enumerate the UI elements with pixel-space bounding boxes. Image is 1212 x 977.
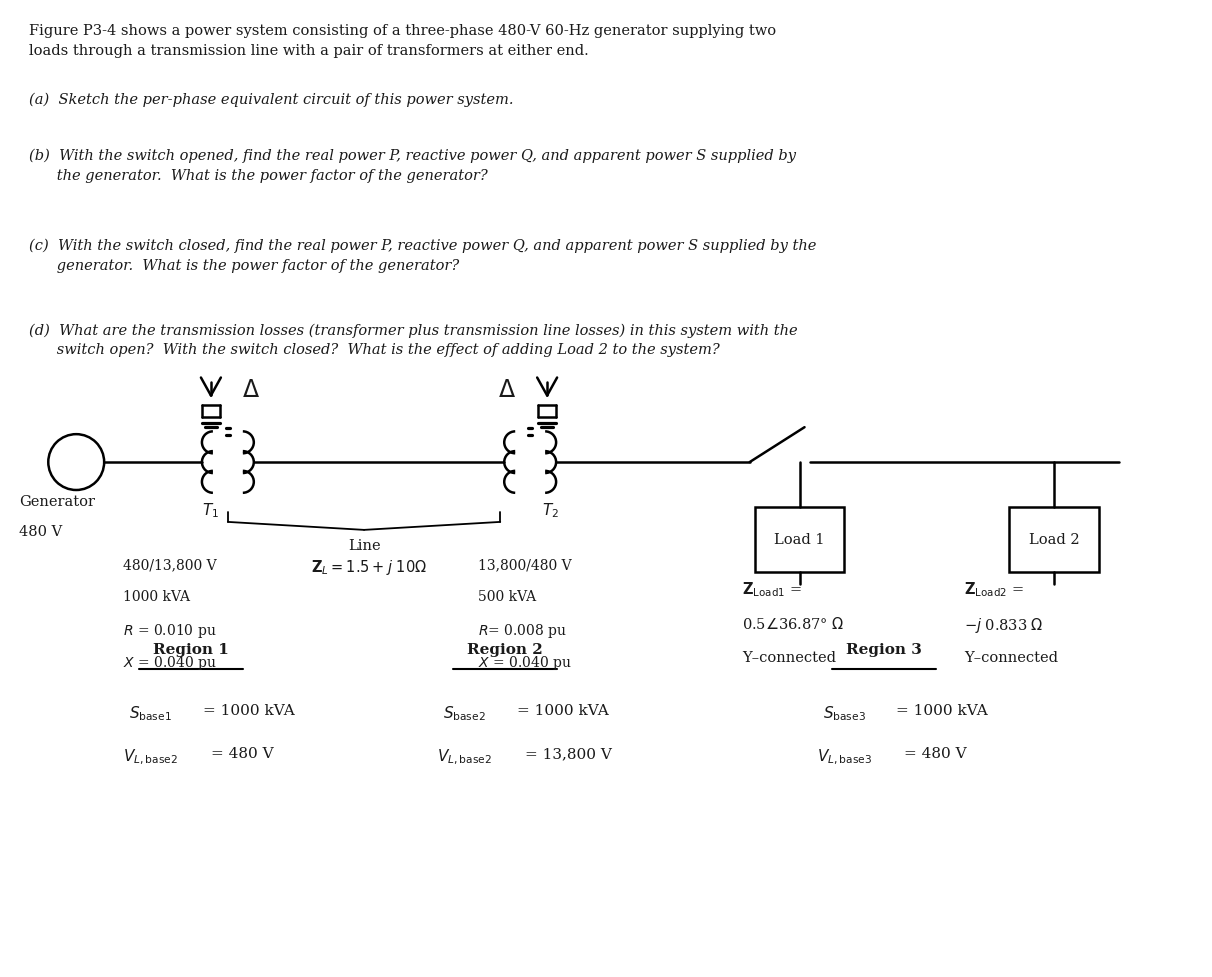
Text: Line: Line [348, 538, 381, 552]
Text: $R$ = 0.010 pu: $R$ = 0.010 pu [124, 621, 217, 639]
Text: $V_{L,\mathrm{base2}}$: $V_{L,\mathrm{base2}}$ [124, 746, 178, 766]
Text: $V_{L,\mathrm{base2}}$: $V_{L,\mathrm{base2}}$ [438, 746, 492, 766]
Text: $-j$ 0.833 $\Omega$: $-j$ 0.833 $\Omega$ [965, 615, 1044, 634]
Text: Figure P3-4 shows a power system consisting of a three-phase 480-V 60-Hz generat: Figure P3-4 shows a power system consist… [29, 24, 777, 58]
Text: = 480 V: = 480 V [211, 746, 274, 760]
Text: 480/13,800 V: 480/13,800 V [124, 557, 217, 572]
Text: $V_{L,\mathrm{base3}}$: $V_{L,\mathrm{base3}}$ [817, 746, 871, 766]
Text: $X$ = 0.040 pu: $X$ = 0.040 pu [479, 653, 572, 671]
Text: (c)  With the switch closed, find the real power P, reactive power Q, and appare: (c) With the switch closed, find the rea… [29, 238, 817, 273]
Text: (d)  What are the transmission losses (transformer plus transmission line losses: (d) What are the transmission losses (tr… [29, 323, 797, 357]
Text: 480 V: 480 V [19, 525, 63, 538]
Text: = 1000 kVA: = 1000 kVA [518, 703, 608, 718]
Text: $\mathbf{Z}_{\mathrm{Load2}}$ =: $\mathbf{Z}_{\mathrm{Load2}}$ = [965, 580, 1024, 599]
Text: Y–connected: Y–connected [742, 650, 836, 663]
Text: 500 kVA: 500 kVA [479, 589, 537, 603]
Text: = 1000 kVA: = 1000 kVA [202, 703, 295, 718]
FancyBboxPatch shape [755, 507, 845, 573]
Text: $\mathbf{Z}_{\mathrm{Load1}}$ =: $\mathbf{Z}_{\mathrm{Load1}}$ = [742, 580, 801, 599]
Text: $\mathbf{Z}_L = 1.5 + j\ 10\Omega$: $\mathbf{Z}_L = 1.5 + j\ 10\Omega$ [310, 557, 427, 576]
Text: $T_2$: $T_2$ [542, 500, 559, 519]
Text: = 480 V: = 480 V [904, 746, 967, 760]
Text: $T_1$: $T_1$ [202, 500, 219, 519]
Text: $\Delta$: $\Delta$ [498, 379, 516, 402]
Text: (a)  Sketch the per-phase equivalent circuit of this power system.: (a) Sketch the per-phase equivalent circ… [29, 92, 514, 106]
FancyBboxPatch shape [1010, 507, 1099, 573]
Text: = 1000 kVA: = 1000 kVA [897, 703, 988, 718]
Text: $\Delta$: $\Delta$ [242, 379, 259, 402]
Text: Region 2: Region 2 [468, 642, 543, 656]
Text: $S_{\mathrm{base3}}$: $S_{\mathrm{base3}}$ [823, 703, 865, 722]
Text: $S_{\mathrm{base1}}$: $S_{\mathrm{base1}}$ [130, 703, 172, 722]
Text: Generator: Generator [19, 494, 96, 508]
Text: Region 1: Region 1 [153, 642, 229, 656]
Text: $X$ = 0.040 pu: $X$ = 0.040 pu [124, 653, 217, 671]
Text: 13,800/480 V: 13,800/480 V [479, 557, 572, 572]
Text: $S_{\mathrm{base2}}$: $S_{\mathrm{base2}}$ [444, 703, 486, 722]
Text: $R$= 0.008 pu: $R$= 0.008 pu [479, 621, 567, 639]
Text: Load 2: Load 2 [1029, 532, 1079, 547]
Text: Region 3: Region 3 [846, 642, 922, 656]
Text: 1000 kVA: 1000 kVA [124, 589, 190, 603]
Text: Y–connected: Y–connected [965, 650, 1058, 663]
Text: 0.5$\angle$36.87° $\Omega$: 0.5$\angle$36.87° $\Omega$ [742, 615, 844, 631]
Text: Load 1: Load 1 [774, 532, 825, 547]
Text: (b)  With the switch opened, find the real power P, reactive power Q, and appare: (b) With the switch opened, find the rea… [29, 149, 796, 183]
Text: = 13,800 V: = 13,800 V [525, 746, 612, 760]
